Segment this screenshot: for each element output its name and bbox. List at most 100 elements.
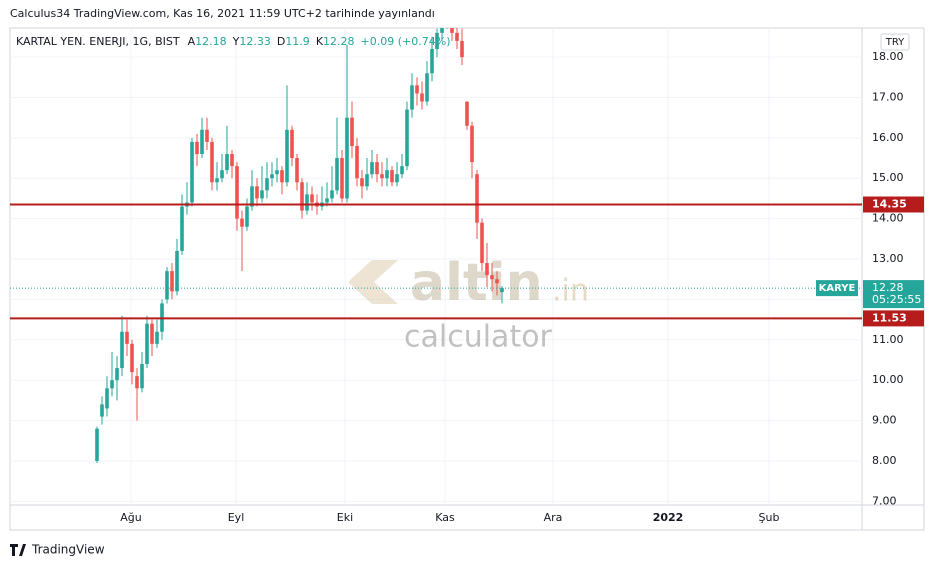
legend-key: Y [232, 35, 240, 48]
legend-change: +0.09 (+0.74%) [361, 35, 451, 48]
candle-body [345, 117, 349, 199]
candle-body [475, 174, 479, 223]
candle-body [215, 178, 219, 183]
x-tick-label: Şub [759, 511, 780, 524]
candle-body [285, 129, 289, 183]
candle-body [380, 174, 384, 179]
watermark: altin .in calculator [348, 253, 589, 355]
legend-value: 12.33 [239, 35, 271, 48]
y-tick-label: 11.00 [872, 333, 904, 346]
candle-body [310, 194, 314, 203]
candle-body [100, 404, 104, 417]
candle-body [270, 174, 274, 179]
candle-body [385, 170, 389, 179]
currency: TRY [885, 37, 905, 48]
level-label: 11.53 [872, 311, 907, 324]
symbol-tag [816, 280, 858, 297]
candle-body [360, 178, 364, 187]
candle-body [225, 154, 229, 171]
candle-body [470, 125, 474, 163]
candle-body [500, 288, 504, 293]
legend-key: K [316, 35, 324, 48]
candle-body [455, 32, 459, 41]
candle-body [490, 275, 494, 280]
logo [348, 260, 398, 304]
candle-body [405, 109, 409, 167]
candle-body [240, 218, 244, 227]
x-tick-label: Eki [337, 511, 353, 524]
brand: altin [410, 253, 543, 313]
candle-body [330, 190, 334, 199]
candle-body [290, 129, 294, 159]
candle-body [155, 331, 159, 344]
candle-body [265, 178, 269, 191]
candle-body [305, 194, 309, 211]
candle-body [415, 85, 419, 94]
y-tick-label: 18.00 [872, 50, 904, 63]
price-label: 12.28 [872, 281, 904, 294]
y-tick-label: 17.00 [872, 90, 904, 103]
y-tick-label: 10.00 [872, 373, 904, 386]
candle-body [115, 368, 119, 381]
level-tag [863, 196, 924, 213]
candle-body [245, 206, 249, 227]
brand-suffix: .in [552, 274, 589, 309]
x-tick-label: Ara [544, 511, 563, 524]
legend-value: 12.28 [323, 35, 355, 48]
candle-body [400, 166, 404, 175]
legend-key: D [277, 35, 285, 48]
candle-body [140, 364, 144, 389]
candle-body [325, 198, 329, 203]
candle-body [180, 206, 184, 251]
y-tick-label: 8.00 [872, 454, 897, 467]
legend-key: A [188, 35, 196, 48]
candle-body [295, 158, 299, 183]
candle-body [230, 154, 234, 167]
candle-body [260, 190, 264, 199]
y-tick-label: 9.00 [872, 414, 897, 427]
candle-body [110, 380, 114, 389]
candle-body [460, 40, 464, 58]
candle-body [95, 428, 99, 461]
candle-body [300, 182, 304, 211]
published: Calculus34 TradingView.com, Kas 16, 2021… [10, 7, 435, 20]
candle-body [195, 141, 199, 155]
footer: TradingView [31, 543, 105, 557]
candle-body [410, 85, 414, 110]
countdown: 05:25:55 [872, 293, 921, 306]
candle-body [370, 162, 374, 175]
y-tick-label: 16.00 [872, 131, 904, 144]
brand-sub: calculator [404, 320, 553, 355]
candle-body [435, 32, 439, 50]
candle-body [145, 323, 149, 365]
candle-body [235, 166, 239, 219]
candle-body [125, 331, 129, 344]
candle-body [210, 141, 214, 183]
candle-body [485, 263, 489, 276]
candle-body [335, 158, 339, 191]
currency-badge [880, 33, 910, 51]
candle-body [105, 388, 109, 409]
candle-body [205, 129, 209, 142]
candle-body [200, 129, 204, 155]
y-tick-label: 15.00 [872, 171, 904, 184]
candle-body [135, 376, 139, 389]
candle-body [120, 331, 124, 369]
candle-body [280, 170, 284, 183]
price-tag [863, 280, 924, 309]
candle-body [340, 158, 344, 199]
frame [9, 27, 925, 531]
legend-value: 12.18 [195, 35, 227, 48]
footer-logo [10, 544, 26, 556]
candle-body [275, 170, 279, 175]
x-tick-label: Kas [435, 511, 455, 524]
y-tick-label: 14.00 [872, 212, 904, 225]
x-tick-label: 2022 [653, 511, 684, 524]
legend-value: 11.9 [285, 35, 310, 48]
candle-body [395, 174, 399, 183]
candle-body [440, 28, 444, 33]
candle-body [165, 271, 169, 300]
candle-body [495, 279, 499, 284]
candle-body [465, 101, 469, 126]
